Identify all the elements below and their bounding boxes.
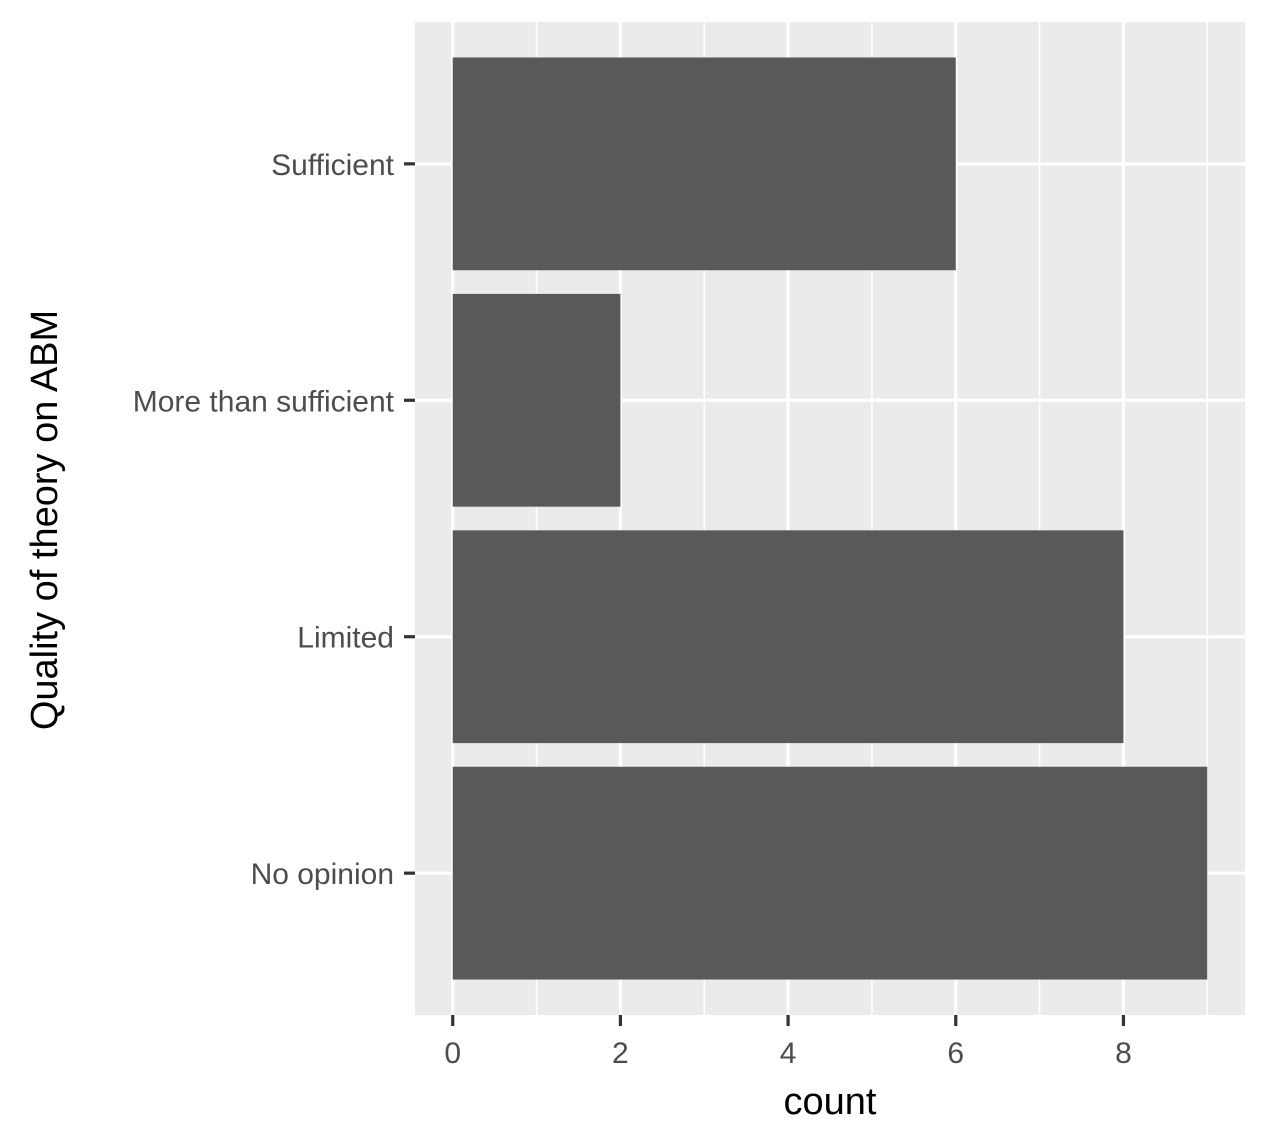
x-tick-label: 4 xyxy=(780,1037,797,1070)
x-axis-title: count xyxy=(784,1081,877,1123)
x-tick-label: 8 xyxy=(1115,1037,1132,1070)
bar xyxy=(452,766,1208,980)
y-tick-label: More than sufficient xyxy=(133,385,395,418)
x-axis: 0 2 4 6 8 xyxy=(444,1015,1132,1070)
y-axis: Sufficient More than sufficient Limited No … xyxy=(133,149,415,891)
bar xyxy=(452,57,956,271)
y-tick-label: No opinion xyxy=(251,858,394,891)
y-tick-label: Sufficient xyxy=(271,149,395,182)
y-tick-label: Limited xyxy=(297,622,394,655)
bar xyxy=(452,530,1124,744)
bars xyxy=(452,57,1208,980)
x-tick-label: 0 xyxy=(444,1037,461,1070)
y-axis-title: Quality of theory on ABM xyxy=(24,310,66,730)
bar xyxy=(452,293,621,507)
x-tick-label: 6 xyxy=(947,1037,964,1070)
x-tick-label: 2 xyxy=(612,1037,629,1070)
